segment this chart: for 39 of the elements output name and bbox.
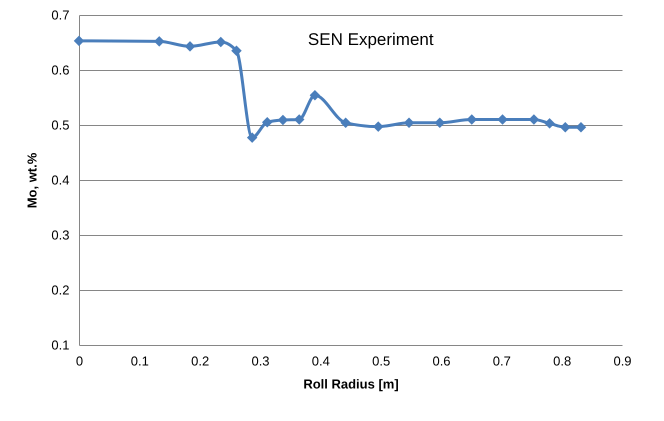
point xyxy=(154,36,164,47)
point xyxy=(278,114,288,126)
y-tick-label: 0.6 xyxy=(51,62,70,78)
point xyxy=(231,46,242,56)
point xyxy=(560,122,571,132)
y-axis-title: Mo, wt.% xyxy=(24,152,40,208)
point xyxy=(340,118,351,128)
point xyxy=(434,118,446,128)
x-tick-label: 0.5 xyxy=(372,354,390,368)
point xyxy=(373,121,384,132)
point xyxy=(246,132,258,143)
point xyxy=(544,118,555,129)
x-tick-label: 0.1 xyxy=(130,354,149,368)
x-tick-label: 0.2 xyxy=(191,354,210,368)
y-tick-label: 0.7 xyxy=(51,8,70,22)
x-tick-label: 0.4 xyxy=(312,354,330,368)
x-tick-label: 0.9 xyxy=(613,354,632,368)
text: SEN Experiment xyxy=(308,30,434,49)
point xyxy=(262,117,272,128)
y-tick-label: 0.2 xyxy=(51,282,70,298)
point xyxy=(528,114,540,125)
point xyxy=(497,114,508,125)
y-tick-label: 0.1 xyxy=(51,338,70,352)
y-tick-label: 0.3 xyxy=(51,228,70,242)
point xyxy=(576,122,586,132)
point xyxy=(216,36,226,48)
point xyxy=(310,90,320,101)
x-tick-label: 0.3 xyxy=(251,354,270,368)
point xyxy=(74,36,84,46)
x-tick-label: 0 xyxy=(76,354,84,368)
x-axis-title: Roll Radius [m] xyxy=(303,376,399,392)
x-tick-label: 0.6 xyxy=(432,354,451,368)
point xyxy=(294,114,304,125)
point xyxy=(404,118,414,128)
y-tick-label: 0.4 xyxy=(51,172,70,188)
point xyxy=(184,41,196,52)
x-tick-label: 0.8 xyxy=(553,354,572,368)
y-tick-label: 0.5 xyxy=(51,118,70,132)
x-tick-label: 0.7 xyxy=(492,354,511,368)
